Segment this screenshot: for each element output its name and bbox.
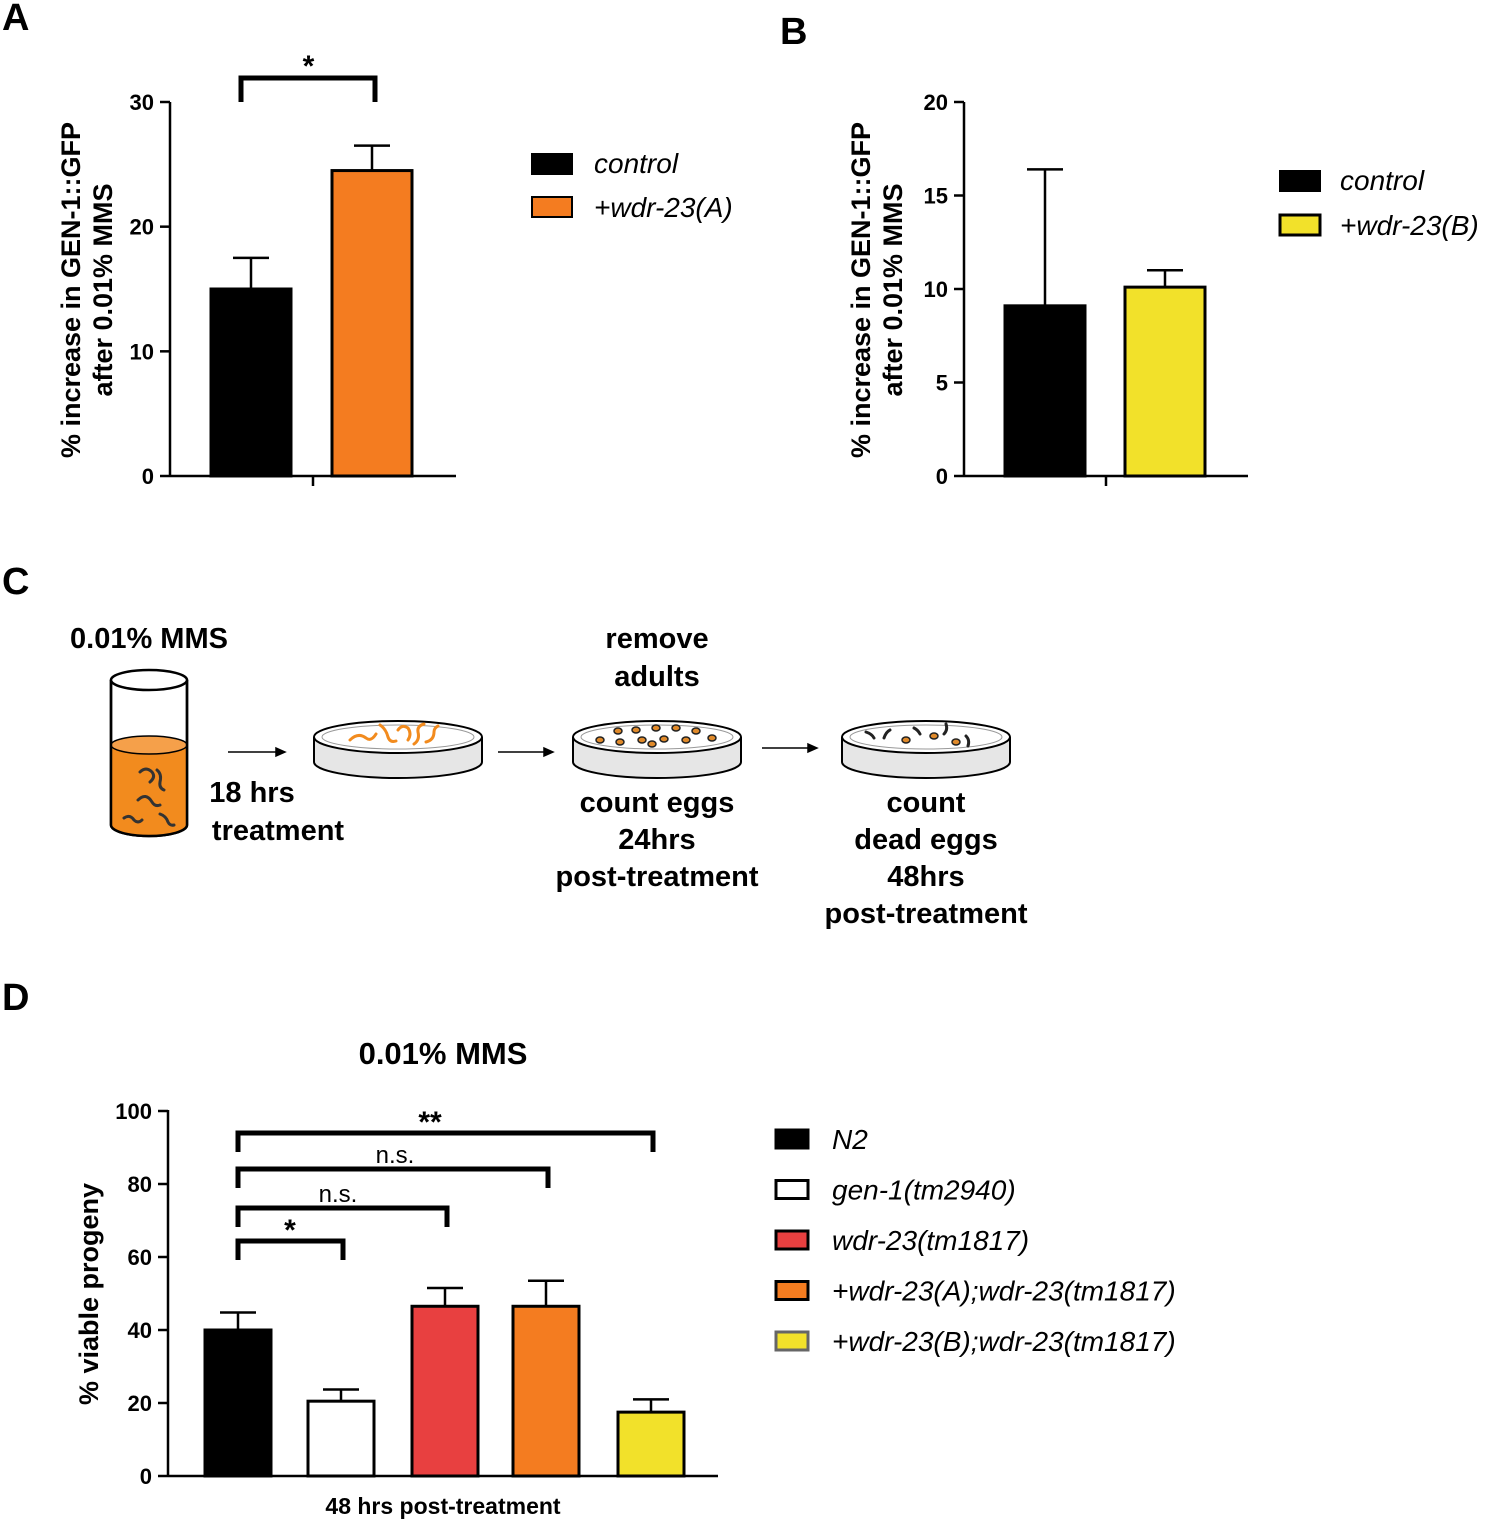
panel-label-b: B	[780, 11, 807, 53]
count-dead-line1: count	[887, 787, 966, 819]
panel-d-ytick-label-40: 40	[128, 1318, 152, 1343]
panel-d-ytick-label-0: 0	[140, 1464, 152, 1489]
panel-d-sig-label-2: n.s.	[376, 1142, 415, 1169]
panel-d-bar-wdr-23-a-wdr-23-tm1817	[511, 1304, 581, 1478]
panel-a-legend: control +wdr-23(A)	[531, 148, 733, 223]
panel-a: A % increase in GEN-1::GFP after 0.01% M…	[2, 0, 733, 489]
panel-d-legend-swatch-gen-1-tm2940	[774, 1179, 810, 1200]
panel-a-bar-control	[209, 287, 293, 478]
panel-label-c: C	[2, 561, 29, 603]
panel-d-legend-label-wdr-23-b-wdr-23-tm1817: +wdr-23(B);wdr-23(tm1817)	[832, 1326, 1176, 1357]
panel-b-bar-control	[1003, 304, 1087, 478]
panel-d-legend-swatch-n2	[774, 1128, 810, 1150]
panel-b: B % increase in GEN-1::GFP after 0.01% M…	[780, 11, 1479, 489]
count-dead-line4: post-treatment	[824, 898, 1027, 930]
panel-b-ylabel-line2: after 0.01% MMS	[878, 183, 908, 396]
legend-swatch-wdr23a	[531, 196, 573, 218]
count-eggs-line1: count eggs	[580, 787, 735, 819]
panel-d-legend-swatch-wdr-23-a-wdr-23-tm1817	[774, 1280, 810, 1301]
panel-b-ytick-label-15: 15	[924, 184, 948, 209]
panel-d-legend-swatch-wdr-23-b-wdr-23-tm1817	[774, 1330, 810, 1352]
panel-b-y-axis-label: % increase in GEN-1::GFP after 0.01% MMS	[846, 122, 908, 458]
legend-swatch-control-b	[1279, 170, 1321, 192]
panel-a-significance: *	[238, 50, 378, 102]
panel-d-y-ticks: 0 20 40 60 80 100	[115, 1099, 168, 1489]
plate-dead-eggs	[841, 720, 1011, 779]
panel-d-sig-label-1: n.s.	[319, 1181, 358, 1208]
panel-label-a: A	[2, 0, 29, 39]
panel-d-legend-swatch-wdr-23-tm1817	[774, 1229, 810, 1251]
panel-a-sig-bracket-0	[238, 75, 378, 102]
legend-swatch-control-a	[531, 153, 573, 175]
panel-a-y-ticks: 0 10 20 30	[130, 90, 170, 489]
panel-d-bar-wdr-23-tm1817	[410, 1304, 480, 1478]
plate-eggs	[572, 720, 742, 779]
panel-d-ytick-label-100: 100	[115, 1099, 152, 1124]
panel-d-title: 0.01% MMS	[359, 1036, 528, 1071]
panel-b-ytick-label-0: 0	[936, 464, 948, 489]
panel-d-bars	[203, 1279, 686, 1478]
panel-d-bar-gen-1-tm2940	[306, 1399, 376, 1478]
panel-b-legend: control +wdr-23(B)	[1278, 165, 1479, 241]
panel-b-bars	[1003, 168, 1207, 478]
treatment-line1: 18 hrs	[209, 777, 294, 809]
mms-label: 0.01% MMS	[70, 623, 228, 655]
panel-b-bar-wdr-23-b	[1123, 285, 1207, 478]
panel-b-ylabel-line1: % increase in GEN-1::GFP	[846, 122, 876, 458]
panel-b-y-ticks: 0 5 10 15 20	[924, 90, 964, 489]
panel-b-ytick-label-20: 20	[924, 90, 948, 115]
workflow-arrows	[228, 742, 819, 758]
panel-d-legend-label-n2: N2	[832, 1124, 868, 1155]
panel-d-sig-bracket-0	[235, 1238, 346, 1260]
count-eggs-line2: 24hrs	[618, 824, 695, 856]
legend-label-control-b: control	[1340, 165, 1425, 196]
panel-label-d: D	[2, 977, 29, 1019]
panel-d-significance: *n.s.n.s.**	[235, 1106, 656, 1260]
panel-a-bars	[209, 144, 414, 478]
panel-d-legend-label-wdr-23-a-wdr-23-tm1817: +wdr-23(A);wdr-23(tm1817)	[832, 1276, 1176, 1307]
legend-label-control-a: control	[594, 148, 679, 179]
panel-a-ylabel-line1: % increase in GEN-1::GFP	[56, 122, 86, 458]
legend-label-wdr23b: +wdr-23(B)	[1340, 210, 1479, 241]
panel-d-ytick-label-60: 60	[128, 1245, 152, 1270]
remove-line2: adults	[614, 661, 699, 693]
panel-d: D 0.01% MMS % viable progeny 48 hrs post…	[2, 977, 1176, 1519]
panel-d-bar-wdr-23-b-wdr-23-tm1817	[616, 1410, 686, 1478]
panel-b-ytick-label-5: 5	[936, 371, 948, 396]
panel-d-ytick-label-20: 20	[128, 1391, 152, 1416]
panel-d-bar-n2	[203, 1328, 273, 1478]
panel-a-sig-label-0: *	[303, 50, 315, 83]
plate-adults	[313, 720, 483, 779]
panel-a-ylabel-line2: after 0.01% MMS	[88, 183, 118, 396]
mms-tube	[109, 668, 189, 838]
panel-d-legend-label-wdr-23-tm1817: wdr-23(tm1817)	[832, 1225, 1029, 1256]
count-eggs-line3: post-treatment	[555, 861, 758, 893]
panel-d-sig-bracket-3	[235, 1130, 656, 1152]
panel-d-sig-bracket-1	[235, 1205, 450, 1227]
panel-d-xlabel: 48 hrs post-treatment	[325, 1493, 561, 1519]
panel-d-ylabel: % viable progeny	[74, 1183, 104, 1405]
count-dead-line3: 48hrs	[887, 861, 964, 893]
legend-label-wdr23a: +wdr-23(A)	[594, 192, 733, 223]
remove-line1: remove	[605, 623, 708, 655]
panel-d-sig-label-3: **	[418, 1106, 442, 1139]
legend-swatch-wdr23b	[1278, 213, 1322, 237]
panel-d-ytick-label-80: 80	[128, 1172, 152, 1197]
panel-d-sig-label-0: *	[284, 1214, 296, 1247]
panel-a-y-axis-label: % increase in GEN-1::GFP after 0.01% MMS	[56, 122, 118, 458]
treatment-line2: treatment	[212, 815, 344, 847]
panel-d-legend: N2 gen-1(tm2940) wdr-23(tm1817) +wdr-23(A);…	[774, 1124, 1176, 1357]
panel-c: C 0.01% MMS 18 hrs treatment	[2, 561, 1028, 930]
panel-a-ytick-label-10: 10	[130, 339, 154, 364]
panel-a-ytick-label-20: 20	[130, 215, 154, 240]
count-dead-line2: dead eggs	[854, 824, 997, 856]
panel-d-legend-label-gen-1-tm2940: gen-1(tm2940)	[832, 1175, 1016, 1206]
panel-a-bar-wdr-23-a	[330, 169, 414, 478]
panel-b-ytick-label-10: 10	[924, 277, 948, 302]
panel-a-ytick-label-0: 0	[142, 464, 154, 489]
panel-a-ytick-label-30: 30	[130, 90, 154, 115]
panel-d-sig-bracket-2	[235, 1166, 551, 1188]
